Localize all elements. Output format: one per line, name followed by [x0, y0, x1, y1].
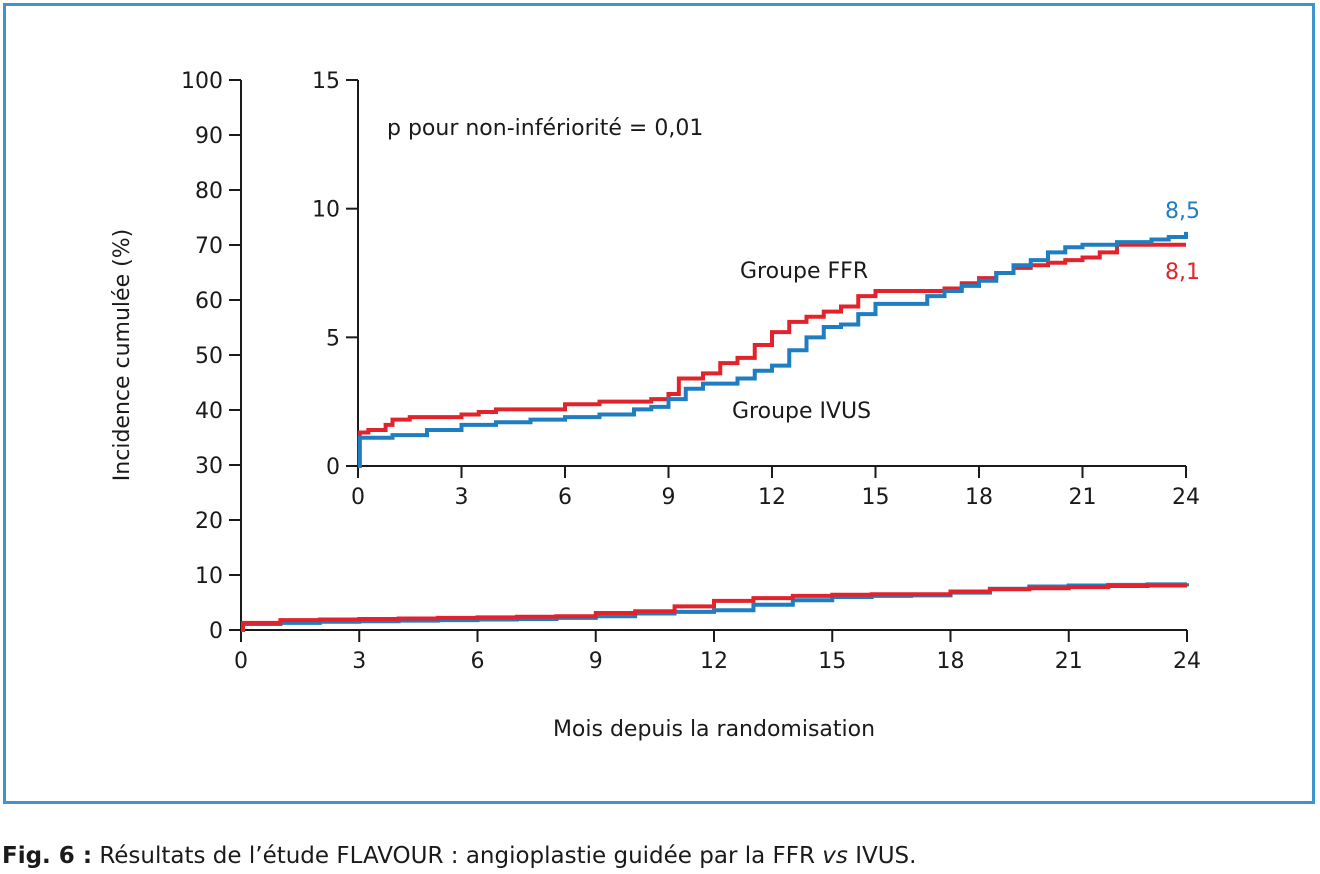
caption-text-after: IVUS. [847, 843, 917, 869]
main-x-tick-label: 15 [818, 649, 846, 674]
inset-x-tick-label: 3 [455, 485, 469, 510]
main-y-tick-label: 40 [195, 399, 223, 424]
main-y-tick-label: 80 [195, 179, 223, 204]
main-line-series-1 [240, 583, 1187, 632]
main-y-tick-label: 0 [209, 619, 223, 644]
main-x-tick-label: 24 [1173, 649, 1201, 674]
inset-line-groupe-ivus [357, 231, 1188, 468]
inset-x-tick-label: 0 [351, 485, 365, 510]
caption-text-before: Résultats de l’étude FLAVOUR : angioplas… [99, 843, 823, 869]
figure-frame [3, 3, 1315, 804]
figure-caption: Fig. 6 : Résultats de l’étude FLAVOUR : … [2, 843, 916, 869]
main-x-tick-label: 9 [589, 649, 603, 674]
main-y-axis-label: Incidence cumulée (%) [110, 229, 135, 481]
inset-x-tick-label: 6 [558, 485, 572, 510]
main-x-tick-label: 3 [352, 649, 366, 674]
main-y-tick-label: 100 [181, 69, 223, 94]
main-x-tick-label: 18 [937, 649, 965, 674]
main-y-tick-label: 10 [195, 564, 223, 589]
legend-label-ivus: Groupe IVUS [732, 399, 871, 424]
inset-chart: p pour non-infériorité = 0,01 Groupe FFR… [312, 69, 1200, 510]
inset-annotation: p pour non-infériorité = 0,01 [387, 116, 703, 141]
main-y-tick-label: 20 [195, 509, 223, 534]
inset-x-tick-label: 24 [1172, 485, 1200, 510]
inset-y-tick-label: 5 [326, 326, 340, 351]
inset-y-tick-label: 10 [312, 198, 340, 223]
caption-italic: vs [822, 843, 848, 869]
main-x-tick-label: 6 [471, 649, 485, 674]
main-y-tick-label: 70 [195, 234, 223, 259]
main-y-tick-label: 60 [195, 289, 223, 314]
inset-x-tick-label: 12 [758, 485, 786, 510]
main-chart: Incidence cumulée (%) Mois depuis la ran… [110, 69, 1201, 742]
main-x-axis-label: Mois depuis la randomisation [553, 717, 875, 742]
inset-x-tick-label: 21 [1069, 485, 1097, 510]
main-y-tick-label: 90 [195, 124, 223, 149]
inset-x-tick-label: 18 [965, 485, 993, 510]
main-x-tick-label: 0 [234, 649, 248, 674]
inset-x-tick-label: 15 [862, 485, 890, 510]
main-y-tick-label: 50 [195, 344, 223, 369]
inset-y-tick-label: 0 [326, 455, 340, 480]
legend-label-ffr: Groupe FFR [740, 259, 868, 284]
main-x-tick-label: 12 [700, 649, 728, 674]
inset-x-tick-label: 9 [662, 485, 676, 510]
main-y-tick-label: 30 [195, 454, 223, 479]
main-x-tick-label: 21 [1055, 649, 1083, 674]
end-label-ivus: 8,5 [1165, 199, 1200, 224]
inset-y-tick-label: 15 [312, 69, 340, 94]
caption-fig-label: Fig. 6 : [2, 843, 93, 869]
end-label-ffr: 8,1 [1165, 260, 1200, 285]
